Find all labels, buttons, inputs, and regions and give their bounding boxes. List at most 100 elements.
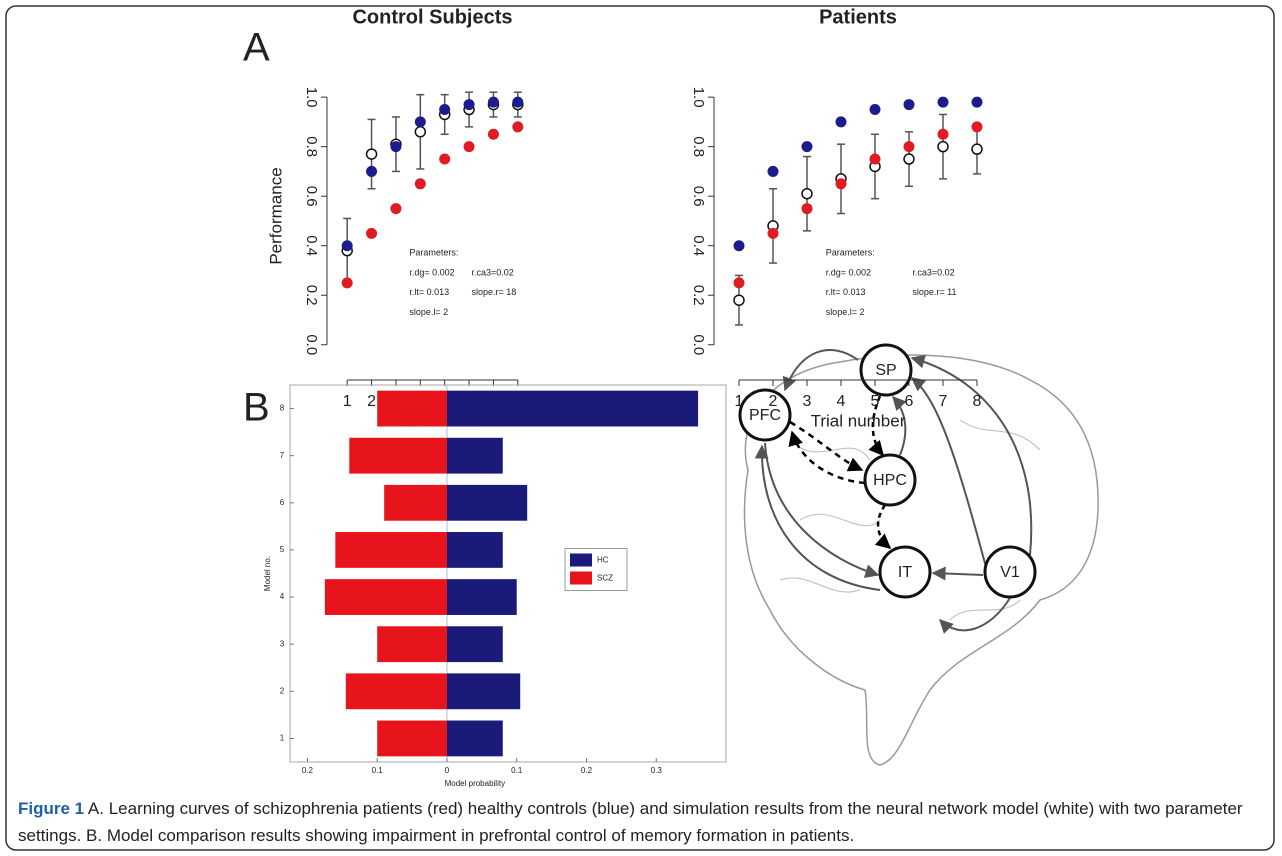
point <box>903 153 915 165</box>
annotation: r.lt= 0.013 <box>826 287 866 297</box>
bar <box>384 484 447 521</box>
y-tick-label: 3 <box>280 639 285 648</box>
arrow <box>910 377 991 583</box>
x-tick-label: 4 <box>837 393 846 410</box>
y-tick-label: 4 <box>280 592 285 601</box>
y-tick-label: 0.4 <box>690 235 707 256</box>
point <box>801 187 813 200</box>
y-tick-label: 0.0 <box>303 334 320 355</box>
point <box>414 116 426 128</box>
bar <box>446 390 699 427</box>
panel-label: A <box>243 26 270 70</box>
point <box>835 178 847 190</box>
brain-diagram: PFC SP HPC IT V1 <box>738 343 1099 766</box>
y-tick-label: 0.8 <box>690 136 707 157</box>
point <box>767 227 779 239</box>
node-label: IT <box>898 564 912 581</box>
x-tick-label: 3 <box>803 393 812 410</box>
point <box>733 294 745 306</box>
caption: Figure 1 A. Learning curves of schizophr… <box>18 795 1268 849</box>
y-tick-label: 0.2 <box>690 285 707 306</box>
annotation: r.lt= 0.013 <box>409 287 449 297</box>
point <box>512 121 524 133</box>
x-tick-label: 5 <box>871 393 880 410</box>
point <box>341 277 353 289</box>
y-tick-label: 1.0 <box>303 87 320 108</box>
bar <box>446 437 503 474</box>
point <box>971 96 983 108</box>
bar <box>446 579 517 615</box>
x-tick-label: 0 <box>445 766 450 775</box>
chart-title: Control Subjects <box>352 6 512 28</box>
annotation: r.ca3=0.02 <box>912 267 954 277</box>
bar <box>446 720 503 757</box>
node-label: HPC <box>873 472 907 489</box>
annotation: r.dg= 0.002 <box>409 267 454 277</box>
y-tick-label: 0.4 <box>303 235 320 256</box>
annotation: slope.l= 2 <box>826 307 865 317</box>
brain-sulci <box>779 419 1041 621</box>
point <box>512 96 524 108</box>
caption-label: Figure 1 <box>18 799 85 818</box>
y-tick-label: 0.0 <box>690 334 707 355</box>
annotation: slope.r= 11 <box>912 287 956 297</box>
node <box>983 545 1037 599</box>
point <box>869 153 881 165</box>
point <box>801 203 813 215</box>
point <box>487 96 499 108</box>
bar <box>446 532 503 568</box>
point <box>801 141 813 153</box>
x-axis-label: Model probability <box>445 779 505 788</box>
y-tick-label: 7 <box>280 451 285 460</box>
point <box>937 96 949 108</box>
y-tick-label: 1 <box>280 734 285 743</box>
point <box>365 148 378 160</box>
bar <box>377 626 447 663</box>
node <box>859 343 913 397</box>
bar <box>377 720 447 757</box>
caption-text: A. Learning curves of schizophrenia pati… <box>18 799 1243 845</box>
x-tick-label: 0.3 <box>651 766 663 775</box>
node-label: PFC <box>749 407 781 424</box>
bar <box>345 673 447 710</box>
bar <box>324 579 447 615</box>
annotation: Parameters: <box>409 248 458 258</box>
legend-label: HC <box>597 556 609 565</box>
point <box>366 165 378 177</box>
point <box>767 165 779 177</box>
y-tick-label: 0.8 <box>303 136 320 157</box>
x-tick-label: 8 <box>973 393 982 410</box>
point <box>414 126 427 138</box>
legend-swatch <box>570 553 592 567</box>
point <box>937 140 949 153</box>
x-tick-label: 2 <box>367 393 376 410</box>
x-tick-label: 1 <box>343 393 352 410</box>
point <box>733 240 745 252</box>
arrow <box>764 442 880 578</box>
y-tick-label: 0.2 <box>303 285 320 306</box>
point <box>463 99 475 111</box>
point <box>903 141 915 153</box>
arrow <box>931 566 984 581</box>
x-tick-label: 0.1 <box>372 766 384 775</box>
figure-frame <box>5 5 1275 851</box>
point <box>390 141 402 153</box>
x-tick-label: 0.1 <box>511 766 523 775</box>
annotation: Parameters: <box>826 248 875 258</box>
x-tick-label: 0.2 <box>581 766 593 775</box>
point <box>341 240 353 252</box>
y-tick-label: 2 <box>280 686 285 695</box>
panel-label: B <box>243 386 270 430</box>
node-label: V1 <box>1000 564 1020 581</box>
x-tick-label: 2 <box>769 393 778 410</box>
annotation: slope.l= 2 <box>409 307 448 317</box>
chart-title: Patients <box>819 6 897 28</box>
node-label: SP <box>875 362 896 379</box>
annotation: r.ca3=0.02 <box>472 267 514 277</box>
bar <box>446 673 521 710</box>
dashed-arrow <box>788 430 866 485</box>
legend-swatch <box>570 571 592 585</box>
point <box>366 227 378 239</box>
bar <box>377 390 447 427</box>
